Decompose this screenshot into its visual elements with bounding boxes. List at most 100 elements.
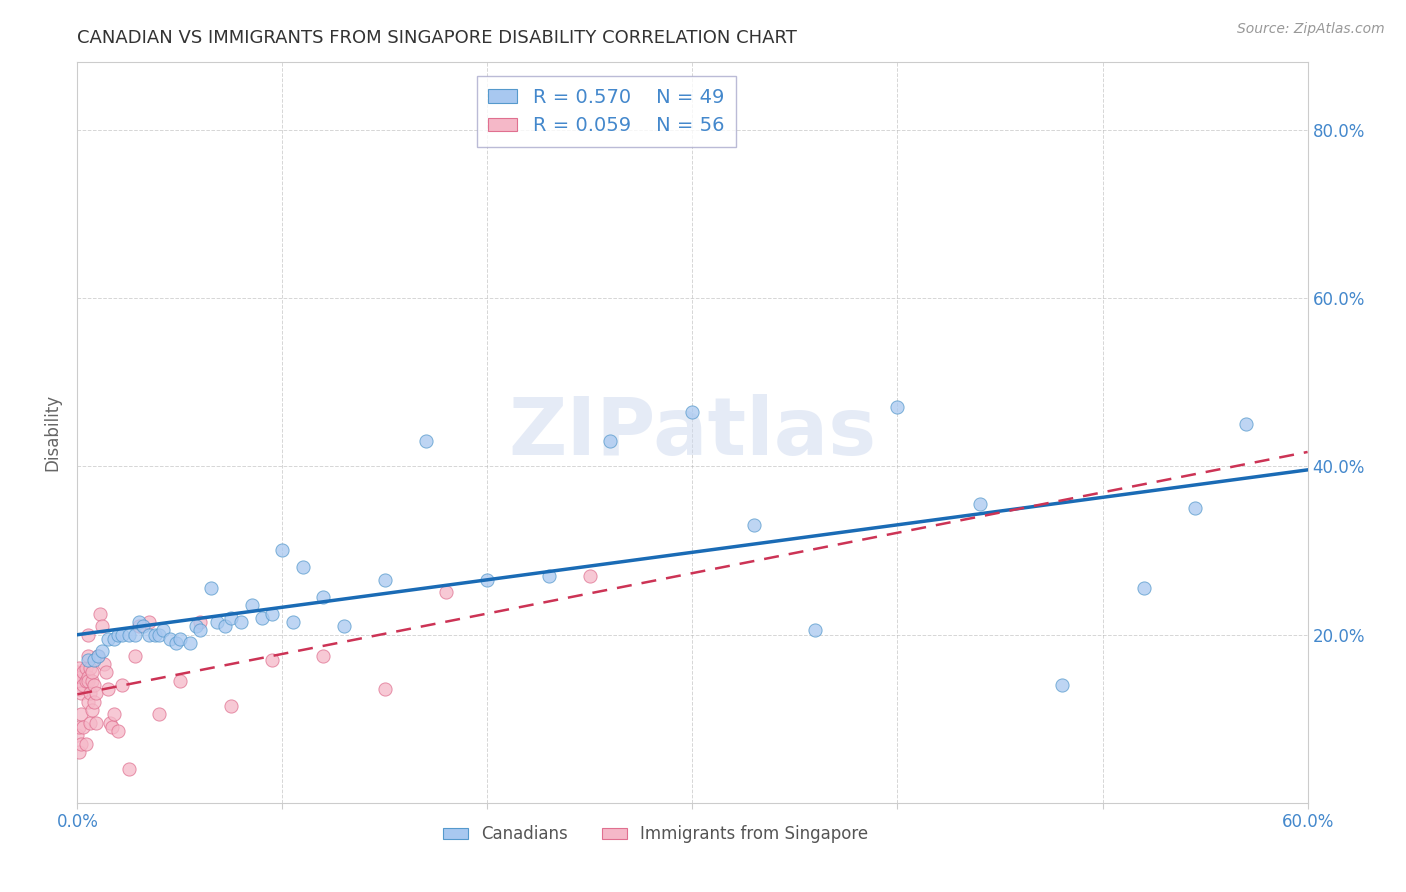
Point [742, 518, 765, 533]
Point [80, 665, 103, 680]
Point [886, 401, 908, 415]
Point [79, 686, 101, 700]
Point [117, 627, 139, 641]
Point [84, 715, 107, 730]
Point [579, 568, 602, 582]
Point [1132, 581, 1154, 595]
Point [124, 648, 146, 663]
Point [169, 673, 191, 688]
Point [76, 670, 98, 684]
Point [98, 715, 121, 730]
Point [93, 657, 115, 671]
Point [90, 619, 114, 633]
Point [477, 573, 499, 587]
Point [90, 644, 114, 658]
Point [79, 715, 101, 730]
Text: ZIPatlas: ZIPatlas [509, 393, 876, 472]
Point [200, 581, 222, 595]
Point [537, 568, 560, 582]
Point [87, 648, 110, 663]
Point [66, 729, 89, 743]
Point [148, 707, 170, 722]
Point [682, 404, 704, 418]
Point [188, 615, 212, 629]
Text: Source: ZipAtlas.com: Source: ZipAtlas.com [1237, 22, 1385, 37]
Point [89, 607, 111, 621]
Point [231, 615, 253, 629]
Point [219, 610, 242, 624]
Point [271, 543, 294, 558]
Point [128, 619, 150, 633]
Point [75, 661, 97, 675]
Y-axis label: Disability: Disability [44, 394, 62, 471]
Point [138, 627, 160, 641]
Point [214, 619, 236, 633]
Point [159, 632, 181, 646]
Point [76, 695, 98, 709]
Point [83, 653, 105, 667]
Point [969, 497, 991, 511]
Point [103, 707, 125, 722]
Point [76, 627, 98, 641]
Point [67, 745, 90, 759]
Point [291, 560, 314, 574]
Point [94, 665, 117, 680]
Point [599, 434, 621, 448]
Point [1050, 678, 1073, 692]
Point [72, 720, 94, 734]
Point [84, 686, 107, 700]
Point [152, 624, 174, 638]
Point [72, 665, 94, 680]
Point [1184, 501, 1206, 516]
Point [415, 434, 437, 448]
Point [80, 703, 103, 717]
Point [169, 632, 191, 646]
Point [132, 619, 155, 633]
Point [111, 627, 134, 641]
Point [75, 737, 97, 751]
Point [312, 590, 335, 604]
Point [186, 619, 208, 633]
Point [67, 682, 90, 697]
Point [101, 720, 124, 734]
Point [70, 707, 93, 722]
Point [107, 627, 129, 641]
Point [165, 636, 187, 650]
Point [240, 598, 263, 612]
Point [75, 673, 97, 688]
Point [205, 615, 228, 629]
Point [97, 682, 120, 697]
Point [148, 627, 170, 641]
Point [804, 624, 827, 638]
Point [219, 699, 242, 714]
Point [67, 720, 90, 734]
Text: CANADIAN VS IMMIGRANTS FROM SINGAPORE DISABILITY CORRELATION CHART: CANADIAN VS IMMIGRANTS FROM SINGAPORE DI… [77, 29, 797, 47]
Point [128, 615, 150, 629]
Point [188, 624, 212, 638]
Point [67, 661, 90, 675]
Point [333, 619, 356, 633]
Legend: Canadians, Immigrants from Singapore: Canadians, Immigrants from Singapore [436, 819, 875, 850]
Point [70, 670, 93, 684]
Point [80, 673, 103, 688]
Point [76, 653, 98, 667]
Point [66, 665, 89, 680]
Point [70, 686, 93, 700]
Point [72, 678, 94, 692]
Point [124, 627, 146, 641]
Point [87, 648, 110, 663]
Point [111, 678, 134, 692]
Point [262, 607, 284, 621]
Point [374, 573, 396, 587]
Point [97, 632, 120, 646]
Point [179, 636, 201, 650]
Point [374, 682, 396, 697]
Point [312, 648, 335, 663]
Point [79, 661, 101, 675]
Point [76, 648, 98, 663]
Point [117, 762, 139, 776]
Point [70, 737, 93, 751]
Point [76, 673, 98, 688]
Point [138, 615, 160, 629]
Point [250, 610, 273, 624]
